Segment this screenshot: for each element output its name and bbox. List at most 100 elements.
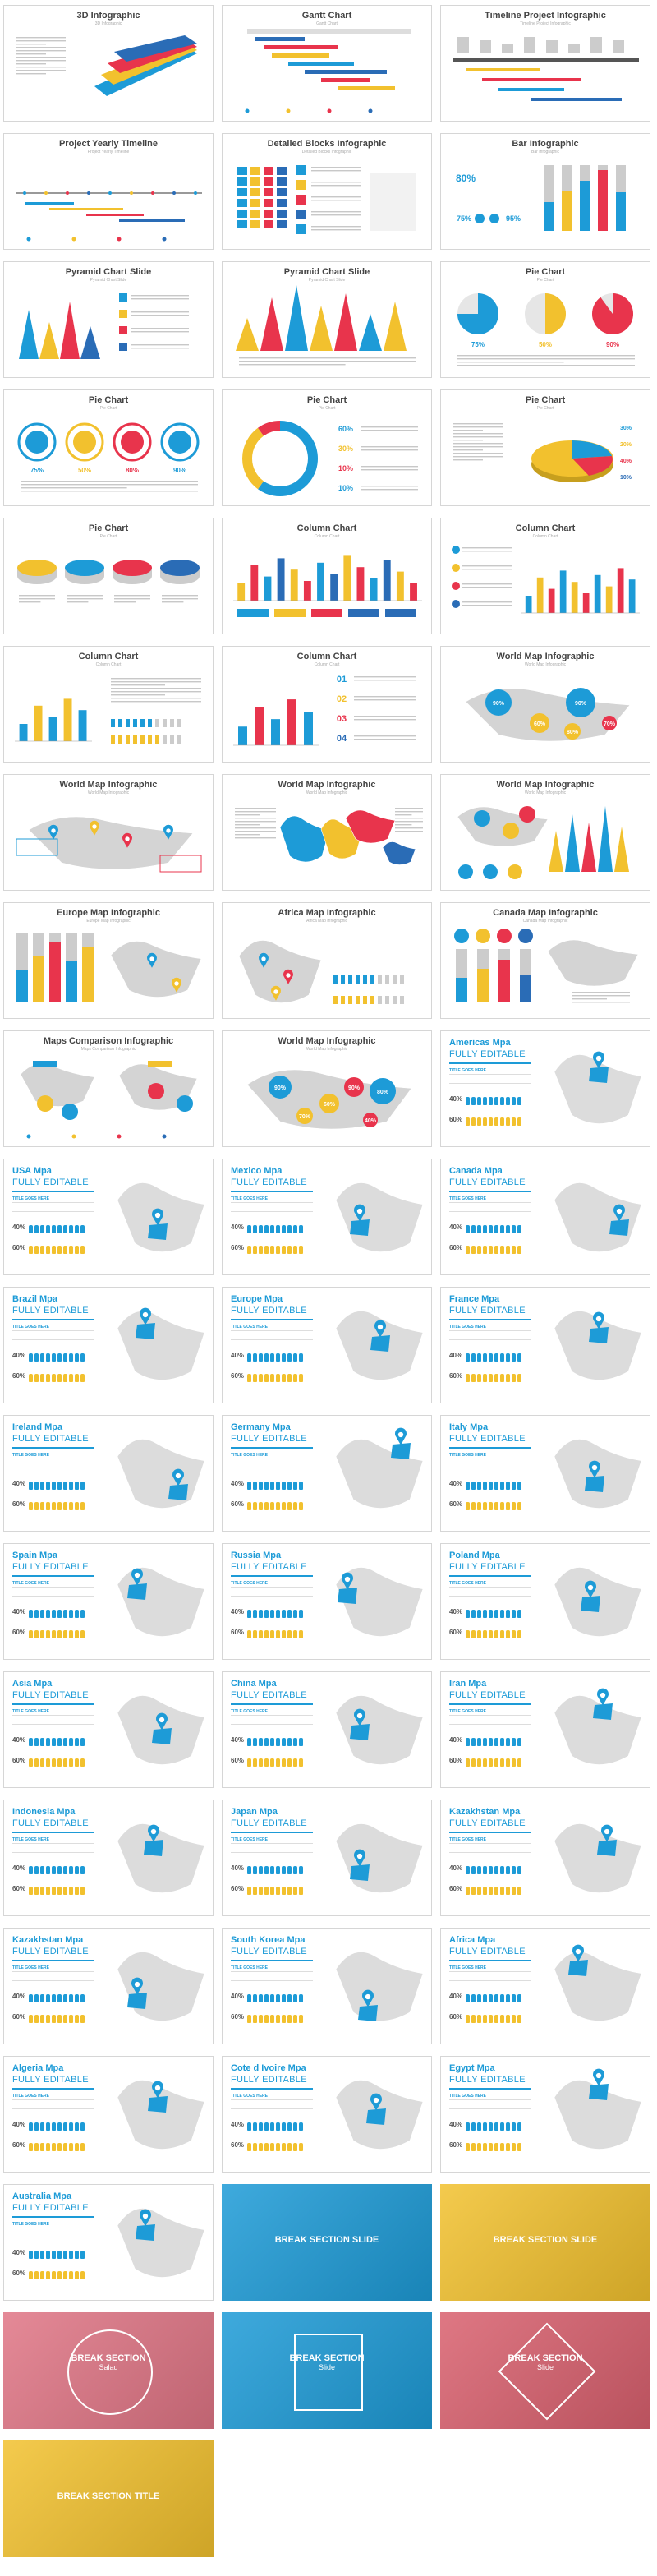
slide-thumbnail[interactable]: Pie Chart Pie Chart 75% 50% 90% (440, 261, 650, 378)
slide-thumbnail[interactable]: Asia Mpa FULLY EDITABLE TITLE GOES HERE 40%… (3, 1671, 214, 1788)
slide-thumbnail[interactable]: Column Chart Column Chart (222, 518, 432, 634)
person-icon (517, 2015, 521, 2023)
percent-value: 40% (449, 1864, 463, 1872)
slide-thumbnail[interactable]: Column Chart Column Chart (3, 646, 214, 763)
slide-thumbnail[interactable]: Gantt Chart Gantt Chart (222, 5, 432, 122)
map-slide-title: Australia Mpa (12, 2191, 72, 2201)
pie-slice (545, 293, 566, 334)
callout-box (159, 855, 202, 873)
slide-thumbnail[interactable]: Germany Mpa FULLY EDITABLE TITLE GOES HERE… (222, 1415, 432, 1532)
slide-thumbnail[interactable]: Americas Mpa FULLY EDITABLE TITLE GOES HER… (440, 1030, 650, 1147)
slide-subtitle: Column Chart (532, 534, 558, 539)
percent-value: 60% (12, 1757, 26, 1764)
slide-subtitle: Pyramid Chart Slide (90, 278, 127, 283)
slide-thumbnail[interactable]: Africa Map Infographic Africa Map Infogra… (222, 902, 432, 1019)
slide-thumbnail[interactable]: Poland Mpa FULLY EDITABLE TITLE GOES HERE 4… (440, 1543, 650, 1660)
person-icon (477, 2015, 481, 2023)
person-icon (270, 1610, 274, 1618)
person-icon (57, 2143, 62, 2151)
slide-thumbnail[interactable]: BREAK SECTION SLIDE (222, 2184, 432, 2301)
slide-thumbnail[interactable]: Europe Map Infographic Europe Map Infogra… (3, 902, 214, 1019)
slide-thumbnail[interactable]: Pyramid Chart Slide Pyramid Chart Slide (3, 261, 214, 378)
bar-fill (82, 947, 94, 1002)
slide-thumbnail[interactable]: Pie Chart Pie Chart 30% 20% 40% 10% (440, 389, 650, 506)
people-icon-row (247, 1246, 303, 1254)
slide-thumbnail[interactable]: Algeria Mpa FULLY EDITABLE TITLE GOES HERE… (3, 2056, 214, 2173)
person-icon (52, 1374, 56, 1382)
person-icon (63, 1866, 67, 1874)
slide-thumbnail[interactable]: Mexico Mpa FULLY EDITABLE TITLE GOES HERE 4… (222, 1159, 432, 1275)
slide-thumbnail[interactable]: Africa Mpa FULLY EDITABLE TITLE GOES HERE 4… (440, 1928, 650, 2044)
slide-thumbnail[interactable]: Japan Mpa FULLY EDITABLE TITLE GOES HERE 40… (222, 1800, 432, 1916)
slide-thumbnail[interactable]: Project Yearly Timeline Project Yearly Ti… (3, 133, 214, 250)
slide-thumbnail[interactable]: Indonesia Mpa FULLY EDITABLE TITLE GOES HE… (3, 1800, 214, 1916)
slide-thumbnail[interactable]: World Map Infographic World Map Infograph… (440, 774, 650, 891)
slide-thumbnail[interactable]: Europe Mpa FULLY EDITABLE TITLE GOES HERE 4… (222, 1287, 432, 1403)
slide-thumbnail[interactable]: Egypt Mpa FULLY EDITABLE TITLE GOES HERE 40… (440, 2056, 650, 2173)
slide-thumbnail[interactable]: BREAK SECTION SLIDE (440, 2184, 650, 2301)
slide-thumbnail[interactable]: France Mpa FULLY EDITABLE TITLE GOES HERE 4… (440, 1287, 650, 1403)
person-icon (253, 1502, 257, 1510)
slide-thumbnail[interactable]: Ireland Mpa FULLY EDITABLE TITLE GOES HERE… (3, 1415, 214, 1532)
world-map (16, 816, 202, 873)
slide-thumbnail[interactable]: Cote d Ivoire Mpa FULLY EDITABLE TITLE GOE… (222, 2056, 432, 2173)
person-icon (333, 996, 338, 1004)
slide-thumbnail[interactable]: Column Chart Column Chart (440, 518, 650, 634)
slide-thumbnail[interactable]: South Korea Mpa FULLY EDITABLE TITLE GOES … (222, 1928, 432, 2044)
slide-thumbnail[interactable]: Iran Mpa FULLY EDITABLE TITLE GOES HERE 40%… (440, 1671, 650, 1788)
pie-value: 75% (30, 467, 44, 474)
slide-thumbnail[interactable]: World Map Infographic World Map Infograph… (440, 646, 650, 763)
slide-thumbnail[interactable]: Pyramid Chart Slide Pyramid Chart Slide (222, 261, 432, 378)
person-icon (69, 1502, 73, 1510)
highlighted-region (350, 1864, 370, 1881)
map-bubble (602, 716, 617, 730)
slide-thumbnail[interactable]: Russia Mpa FULLY EDITABLE TITLE GOES HERE 4… (222, 1543, 432, 1660)
slide-thumbnail[interactable]: Canada Map Infographic Canada Map Infogra… (440, 902, 650, 1019)
slide-thumbnail[interactable]: Bar Infographic Bar Infographic 80% 75% 95% (440, 133, 650, 250)
bubble-value: 90% (348, 1085, 361, 1091)
slide-subtitle: Europe Map Infographic (86, 919, 131, 924)
slide-thumbnail[interactable]: BREAK SECTION TITLE (3, 2440, 214, 2557)
people-icon-row (466, 2122, 521, 2131)
slide-thumbnail[interactable]: Australia Mpa FULLY EDITABLE TITLE GOES HE… (3, 2184, 214, 2301)
title-underline (449, 1960, 531, 1961)
slide-thumbnail[interactable]: BREAK SECTION Salad (3, 2312, 214, 2429)
person-icon (75, 1994, 79, 2002)
slide-thumbnail[interactable]: 3D Infographic 3D Infographic (3, 5, 214, 122)
slide-thumbnail[interactable]: Spain Mpa FULLY EDITABLE TITLE GOES HERE 40… (3, 1543, 214, 1660)
slide-thumbnail[interactable]: China Mpa FULLY EDITABLE TITLE GOES HERE 40… (222, 1671, 432, 1788)
slide-thumbnail[interactable]: Maps Comparison Infographic Maps Comparis… (3, 1030, 214, 1147)
slide-thumbnail[interactable]: Brazil Mpa FULLY EDITABLE TITLE GOES HERE 4… (3, 1287, 214, 1403)
timeline-bar (119, 219, 185, 222)
text-line (111, 701, 201, 703)
slide-thumbnail[interactable]: Kazakhstan Mpa FULLY EDITABLE TITLE GOES H… (440, 1800, 650, 1916)
slide-thumbnail[interactable]: Column Chart Column Chart 01 02 03 04 (222, 646, 432, 763)
slide-thumbnail[interactable]: Canada Mpa FULLY EDITABLE TITLE GOES HERE 4… (440, 1159, 650, 1275)
map-slide-subtitle: FULLY EDITABLE (449, 1818, 526, 1828)
slide-thumbnail[interactable]: Kazakhstan Mpa FULLY EDITABLE TITLE GOES H… (3, 1928, 214, 2044)
map-slide-title: Americas Mpa (449, 1038, 511, 1048)
body-text-placeholder (449, 1074, 531, 1084)
slide-thumbnail[interactable]: Detailed Blocks Infographic Detailed Bloc… (222, 133, 432, 250)
slide-thumbnail[interactable]: Italy Mpa FULLY EDITABLE TITLE GOES HERE 40… (440, 1415, 650, 1532)
highlighted-region (136, 1323, 155, 1339)
slide-thumbnail[interactable]: Pie Chart Pie Chart (3, 518, 214, 634)
slide-thumbnail[interactable]: Pie Chart Pie Chart 60% 30% 10% 10% (222, 389, 432, 506)
slide-thumbnail[interactable]: World Map Infographic World Map Infograph… (3, 774, 214, 891)
person-icon (477, 1610, 481, 1618)
slide-title: Pie Chart (88, 395, 129, 405)
text-line (354, 719, 416, 721)
country-map (117, 2080, 205, 2150)
slide-thumbnail[interactable]: World Map Infographic World Map Infograph… (222, 774, 432, 891)
pyramid-triangle (384, 302, 407, 351)
slide-thumbnail[interactable]: BREAK SECTION Slide (440, 2312, 650, 2429)
slide-thumbnail[interactable]: USA Mpa FULLY EDITABLE TITLE GOES HERE 40% 6… (3, 1159, 214, 1275)
slide-thumbnail[interactable]: BREAK SECTION Slide (222, 2312, 432, 2429)
person-icon (46, 1738, 50, 1746)
person-icon (52, 1866, 56, 1874)
slide-thumbnail[interactable]: Timeline Project Infographic Timeline Pro… (440, 5, 650, 122)
map-tag-label: TITLE GOES HERE (12, 1581, 50, 1586)
person-icon (46, 1225, 50, 1233)
slide-thumbnail[interactable]: World Map Infographic World Map Infograph… (222, 1030, 432, 1147)
slide-thumbnail[interactable]: Pie Chart Pie Chart 75% 50% 80% 90% (3, 389, 214, 506)
